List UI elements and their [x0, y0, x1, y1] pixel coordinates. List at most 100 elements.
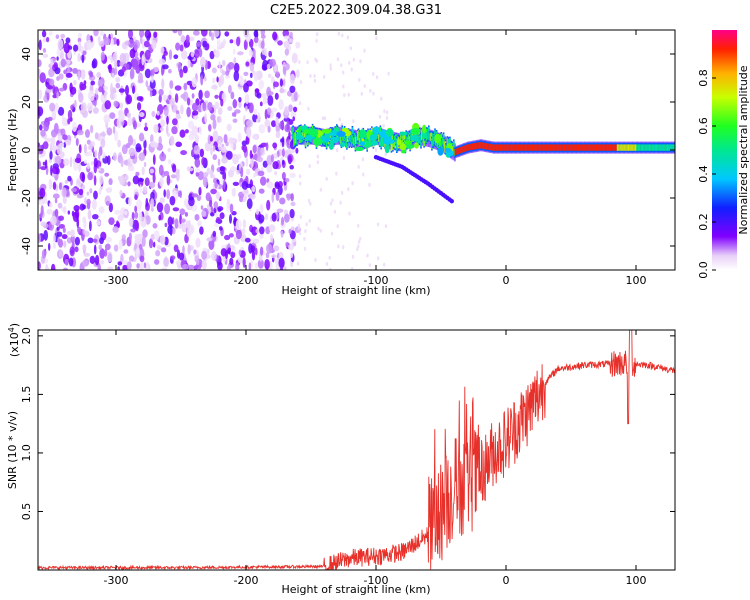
heatmap-cell	[289, 31, 293, 38]
heatmap-cell	[139, 184, 142, 194]
heatmap-cell	[220, 98, 224, 107]
heatmap-cell	[267, 73, 272, 79]
heatmap-cell	[390, 139, 393, 152]
heatmap-cell	[75, 177, 82, 188]
snr-line-series	[38, 330, 675, 570]
heatmap-cell	[553, 144, 556, 151]
heatmap-cell	[298, 174, 302, 179]
heatmap-cell	[212, 77, 216, 84]
heatmap-cell	[196, 41, 202, 47]
heatmap-cell	[104, 243, 111, 251]
heatmap-cell	[141, 55, 145, 66]
heatmap-cell	[528, 144, 531, 151]
heatmap-cell	[218, 226, 223, 231]
heatmap-cell	[113, 244, 119, 252]
heatmap-cell	[49, 202, 53, 208]
heatmap-cell	[282, 66, 287, 75]
heatmap-cell	[317, 226, 320, 231]
heatmap-cell	[167, 216, 173, 227]
heatmap-cell	[273, 81, 279, 88]
heatmap-cell	[47, 85, 53, 90]
heatmap-cell	[271, 107, 278, 112]
heatmap-cell	[437, 146, 444, 156]
heatmap-cell	[289, 164, 295, 170]
heatmap-cell	[60, 58, 67, 68]
heatmap-cell	[308, 164, 311, 169]
heatmap-cell	[567, 144, 570, 151]
heatmap-cell	[259, 226, 265, 235]
heatmap-cell	[237, 256, 245, 264]
heatmap-cell	[94, 132, 99, 140]
heatmap-cell	[50, 139, 55, 151]
heatmap-cell	[200, 205, 204, 210]
heatmap-cell	[340, 190, 344, 195]
heatmap-cell	[91, 60, 96, 69]
snr-line	[38, 330, 675, 570]
heatmap-cell	[225, 70, 230, 76]
heatmap-cell	[63, 69, 68, 75]
heatmap-cell	[79, 81, 84, 91]
heatmap-cell	[325, 138, 330, 143]
heatmap-cell	[251, 185, 256, 193]
heatmap-cell	[403, 133, 406, 143]
heatmap-cell	[211, 67, 217, 74]
heatmap-cell	[267, 95, 274, 106]
heatmap-cell	[70, 235, 76, 244]
heatmap-cell	[77, 226, 82, 234]
heatmap-cell	[201, 250, 208, 260]
heatmap-cell	[244, 93, 250, 105]
heatmap-cell	[354, 146, 364, 152]
heatmap-cell	[118, 239, 123, 250]
heatmap-cell	[271, 254, 277, 259]
heatmap-cell	[283, 40, 290, 49]
heatmap-cell	[230, 251, 236, 259]
heatmap-cell	[384, 224, 388, 229]
heatmap-cell	[384, 152, 387, 157]
heatmap-cell	[166, 115, 169, 125]
heatmap-cell	[161, 66, 164, 76]
heatmap-cell	[487, 143, 489, 150]
heatmap-cell	[97, 263, 101, 270]
heatmap-cell	[182, 65, 188, 74]
heatmap-cell	[315, 32, 319, 37]
heatmap-cell	[357, 244, 360, 249]
heatmap-cell	[351, 254, 355, 259]
heatmap-cell	[46, 208, 53, 215]
heatmap-cell	[645, 144, 648, 151]
heatmap-cell	[223, 179, 226, 190]
heatmap-cell	[53, 62, 58, 69]
heatmap-cell	[193, 30, 200, 36]
heatmap-cell	[49, 102, 56, 112]
heatmap-cell	[199, 56, 206, 68]
heatmap-cell	[670, 144, 673, 151]
heatmap-cell	[60, 33, 66, 39]
heatmap-cell	[261, 93, 268, 99]
heatmap-cell	[150, 75, 154, 83]
heatmap-cell	[290, 193, 294, 202]
heatmap-cell	[179, 68, 184, 78]
heatmap-cell	[49, 150, 53, 160]
y-tick-label: -40	[20, 237, 33, 255]
heatmap-cell	[383, 262, 386, 267]
heatmap-cell	[282, 30, 290, 38]
x-tick-label: 100	[626, 574, 647, 587]
heatmap-cell	[174, 218, 179, 229]
heatmap-cell	[411, 134, 419, 142]
heatmap-cell	[238, 249, 242, 256]
heatmap-cell	[131, 58, 139, 70]
heatmap-cell	[38, 261, 41, 270]
heatmap-cell	[323, 116, 327, 121]
heatmap-cell	[242, 145, 248, 153]
y-tick-label: 20	[20, 95, 33, 109]
heatmap-cell	[158, 214, 161, 221]
heatmap-cell	[54, 198, 58, 204]
heatmap-cell	[274, 92, 279, 100]
heatmap-cell	[74, 246, 79, 253]
heatmap-cell	[224, 234, 231, 241]
y-tick-label: 1.0	[20, 444, 33, 462]
heatmap-cell	[55, 155, 62, 165]
heatmap-cell	[417, 136, 420, 144]
heatmap-cell	[187, 244, 191, 255]
heatmap-cell	[250, 72, 253, 78]
heatmap-cell	[375, 75, 379, 80]
